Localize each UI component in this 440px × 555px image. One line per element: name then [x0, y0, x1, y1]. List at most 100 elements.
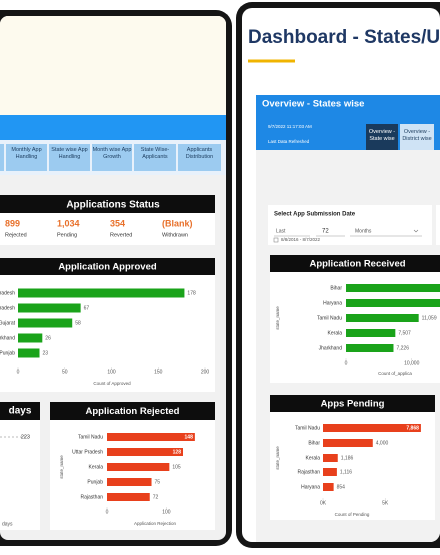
- card-header: [270, 255, 440, 272]
- filter-unit[interactable]: Months: [355, 228, 372, 234]
- side-card: [436, 205, 440, 245]
- tab[interactable]: [6, 144, 47, 171]
- tab-active[interactable]: [366, 124, 398, 150]
- page-title: Dashboard - States/UTs: [248, 27, 440, 48]
- tab-label[interactable]: Overview - State wise: [368, 129, 396, 142]
- tab[interactable]: [49, 144, 90, 171]
- bar: [346, 314, 419, 322]
- x-axis-label: Count of Approved: [93, 381, 131, 386]
- tab-label[interactable]: Month wise App Growth: [92, 147, 132, 160]
- bar: [323, 468, 337, 476]
- x-tick-label: 10,000: [404, 360, 420, 366]
- tab-label[interactable]: Applicants Distribution: [185, 147, 214, 160]
- tab[interactable]: [178, 144, 221, 171]
- status-value: 1,034: [57, 218, 80, 228]
- y-tick-label: Tamil Nadu: [317, 315, 342, 321]
- charts: Application Approved 0 50 100 150 200 Count of…: [0, 255, 440, 530]
- y-tick-label: Pradesh: [0, 305, 15, 311]
- y-axis-label: state_name: [275, 446, 280, 470]
- tab-label-box: Applicants Distribution: [185, 147, 214, 160]
- x-tick-label: 5K: [382, 500, 389, 506]
- x-axis-label: Count of Pending: [335, 512, 370, 517]
- tab[interactable]: [134, 144, 176, 171]
- data-label: 1,116: [340, 469, 352, 475]
- data-label: 854: [337, 484, 346, 490]
- y-tick-label: Rajasthan: [80, 494, 103, 500]
- cream-area: [0, 16, 226, 115]
- data-label: 178: [187, 290, 196, 296]
- days-card: [0, 402, 40, 530]
- chart-title: Application Approved: [58, 262, 157, 273]
- x-tick-label: 50: [62, 369, 68, 375]
- tab-label-box: Overview - State wise: [368, 129, 396, 142]
- bar: [107, 448, 183, 456]
- bar: [107, 478, 152, 486]
- bar: [323, 483, 334, 491]
- y-tick-label: Uttar Pradesh: [72, 449, 103, 455]
- blue-band: [0, 115, 226, 140]
- data-label: 26: [45, 335, 51, 341]
- data-label: 148: [185, 434, 194, 440]
- x-tick-label: 0: [345, 360, 348, 366]
- bar: [346, 344, 394, 352]
- bar: [107, 463, 170, 471]
- card-header: [0, 195, 215, 213]
- bar: [18, 348, 40, 358]
- x-axis-label: Application Rejection: [134, 521, 177, 526]
- data-label: 7,226: [396, 345, 409, 351]
- bar: [18, 318, 73, 328]
- bar: [346, 284, 440, 292]
- tab-label[interactable]: State wise App Handling: [51, 147, 88, 160]
- y-tick-label: Punjab: [87, 479, 103, 485]
- calendar-icon[interactable]: [273, 237, 279, 243]
- y-axis-label: state_name: [59, 455, 64, 479]
- tab[interactable]: [92, 144, 132, 171]
- x-tick-label: 150: [154, 369, 163, 375]
- status-value: 899: [5, 218, 20, 228]
- y-tick-label: Gujarat: [0, 320, 16, 326]
- tab-label-box: Month wise App Growth: [92, 147, 132, 160]
- dropdown-arrow[interactable]: [413, 229, 419, 233]
- y-tick-label: Haryana: [301, 484, 320, 490]
- tab-label[interactable]: Monthly App Handling: [11, 147, 42, 160]
- y-tick-label: Rajasthan: [297, 469, 320, 475]
- y-tick-label: Tamil Nadu: [78, 434, 103, 440]
- card-footer: days: [2, 521, 13, 527]
- tab[interactable]: [0, 144, 4, 171]
- y-tick-label: Kerala: [306, 455, 321, 461]
- y-tick-label: Tamil Nadu: [295, 425, 320, 431]
- data-label: 1,186: [341, 455, 354, 461]
- card-value: 223: [21, 434, 30, 440]
- chart-title: Application Received: [309, 259, 405, 270]
- filter-mode[interactable]: Last: [276, 228, 286, 234]
- filter-title: Select App Submission Date: [274, 212, 356, 218]
- data-label: 105: [172, 464, 181, 470]
- y-tick-label: Pradesh: [0, 290, 15, 296]
- tab-label[interactable]: Overview - District wise: [402, 129, 432, 142]
- data-label: 67: [84, 305, 90, 311]
- bar: [323, 454, 338, 462]
- report-title: Overview - States wise: [262, 99, 364, 110]
- y-tick-label: Jharkhand: [319, 345, 343, 351]
- tab-label-box: Overview - District wise: [402, 129, 432, 142]
- tab-label-box: State wise App Handling: [51, 147, 88, 160]
- card-title: Applications Status: [66, 200, 160, 211]
- data-label: 75: [155, 479, 161, 485]
- bar: [18, 288, 185, 298]
- filter-count[interactable]: 72: [322, 229, 329, 235]
- status-label: Rejected: [5, 232, 27, 238]
- tab-label-box: State Wise-Applicants: [140, 147, 170, 160]
- tab-label[interactable]: State Wise-Applicants: [140, 147, 170, 160]
- tab[interactable]: [400, 124, 434, 150]
- card-header: [0, 258, 215, 275]
- y-tick-label: Haryana: [323, 300, 342, 306]
- bar: [107, 493, 150, 501]
- card-header: [50, 402, 215, 420]
- x-tick-label: 0K: [320, 500, 327, 506]
- status-label: Withdrawn: [162, 232, 188, 238]
- x-tick-label: 200: [201, 369, 210, 375]
- y-tick-label: Kerala: [328, 330, 343, 336]
- bar: [346, 329, 396, 337]
- chart-title: Application Rejected: [86, 406, 180, 417]
- bar: [18, 303, 81, 313]
